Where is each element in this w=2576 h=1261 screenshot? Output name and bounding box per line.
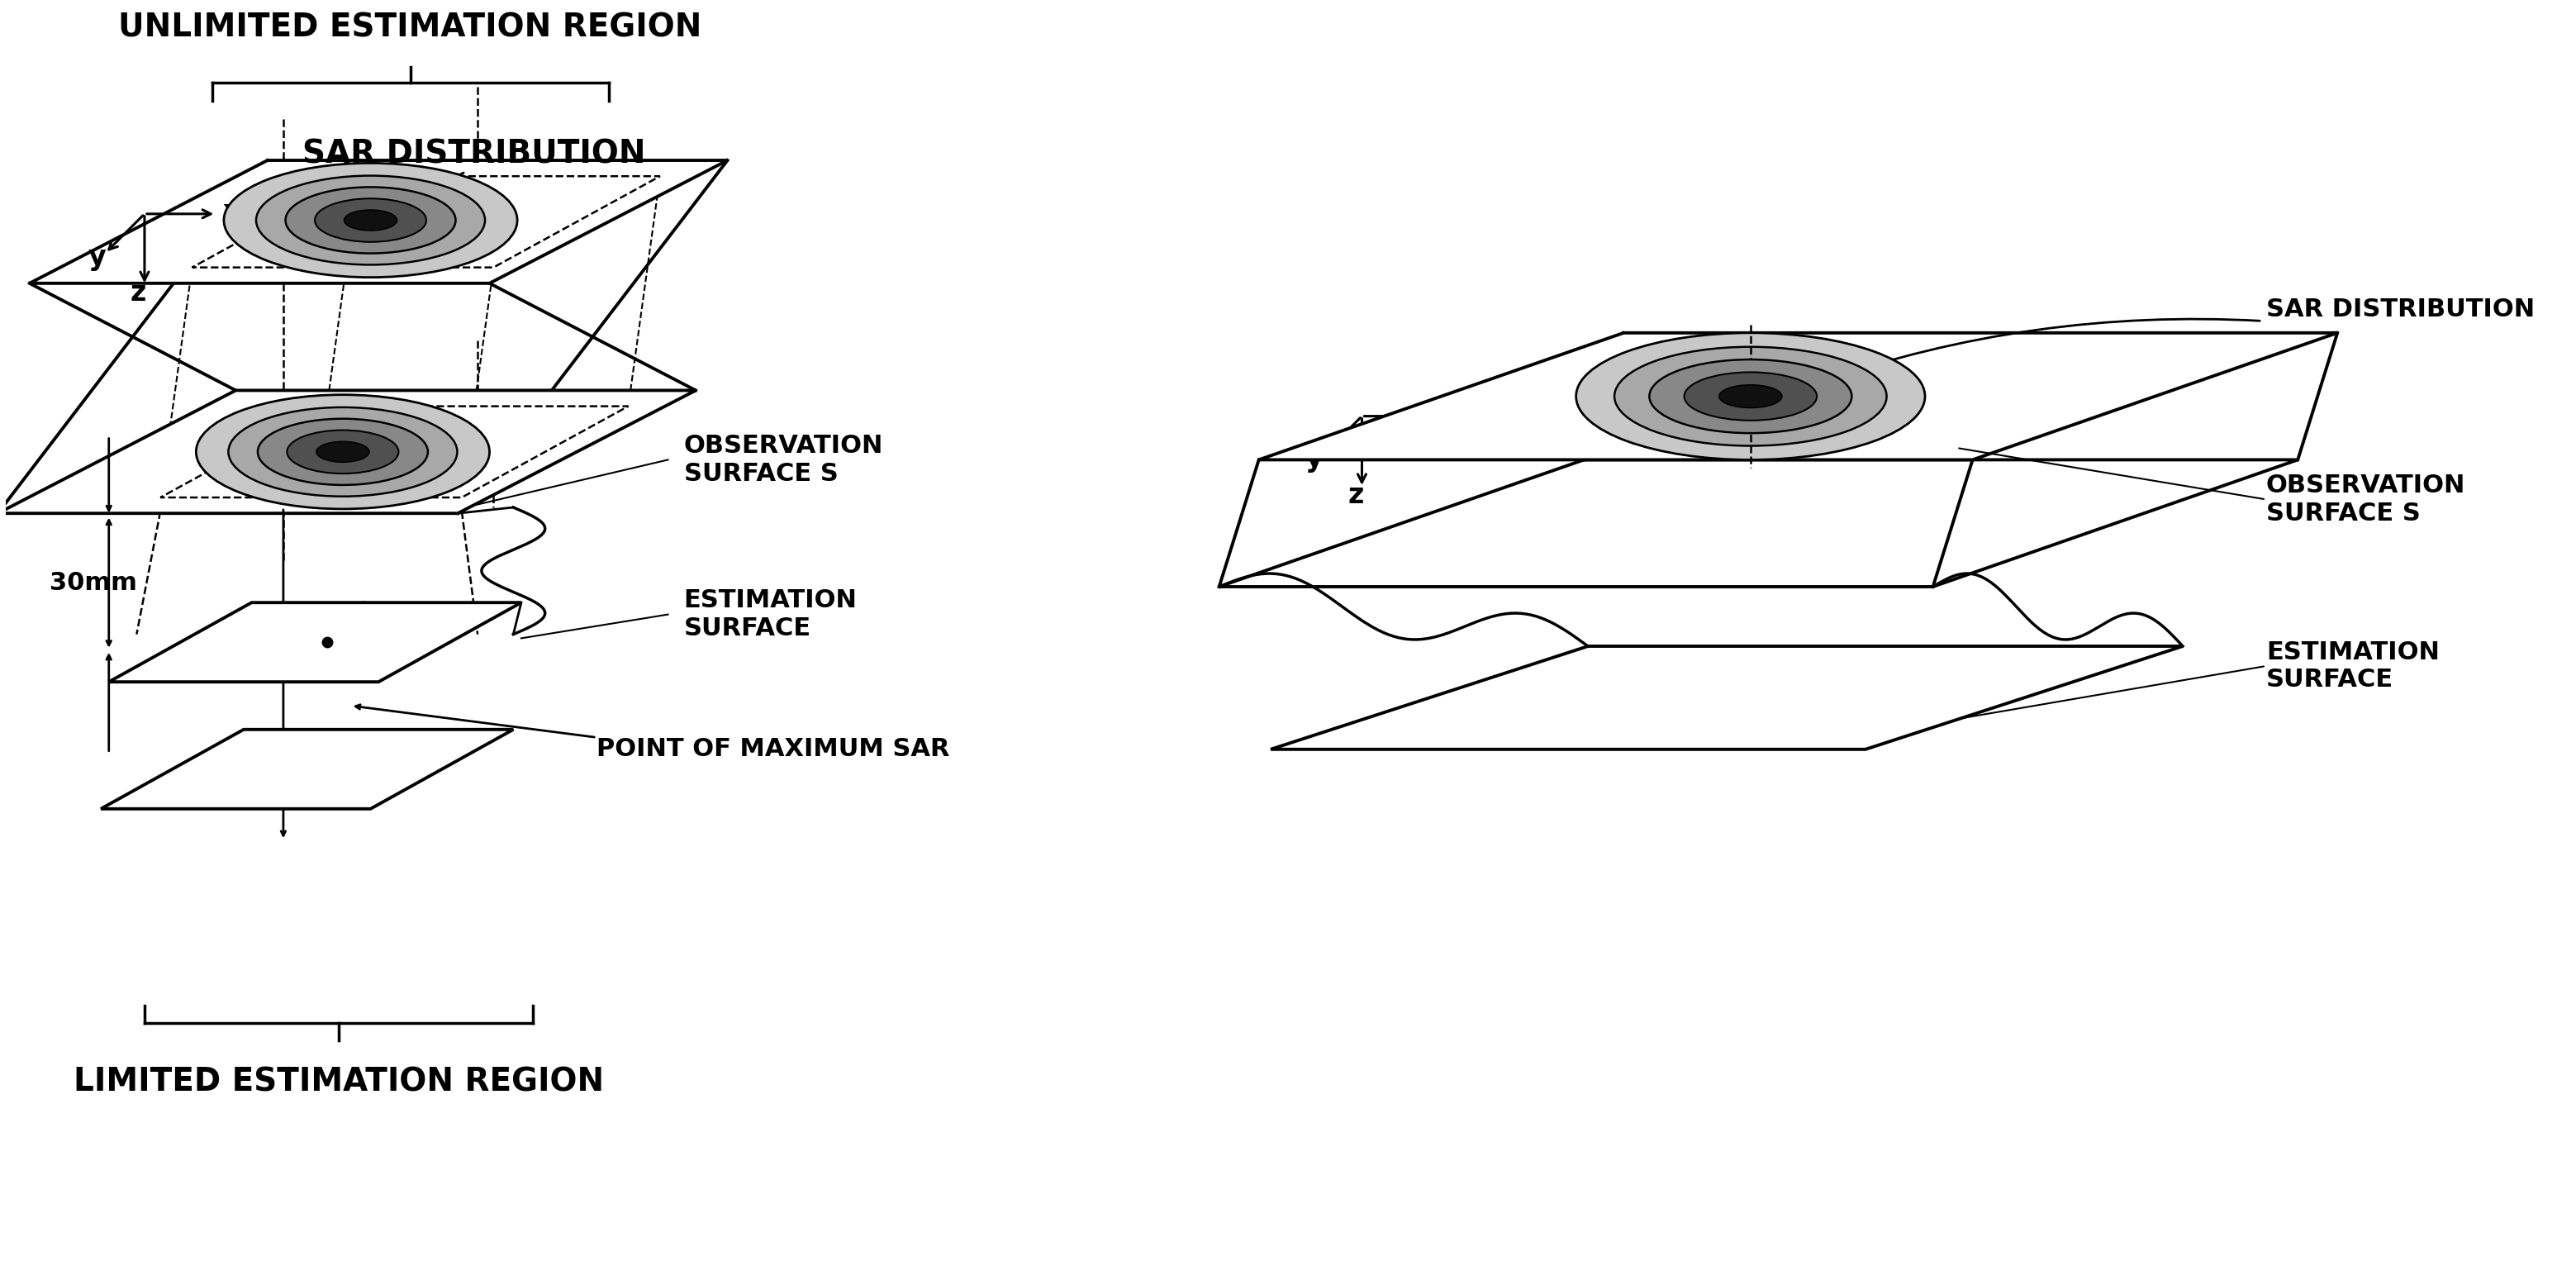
- Ellipse shape: [1615, 347, 1886, 446]
- Ellipse shape: [1649, 359, 1852, 433]
- Ellipse shape: [224, 163, 518, 277]
- Text: UNLIMITED ESTIMATION REGION: UNLIMITED ESTIMATION REGION: [118, 11, 703, 43]
- Ellipse shape: [286, 187, 456, 253]
- Polygon shape: [28, 160, 726, 284]
- Polygon shape: [160, 406, 629, 497]
- Ellipse shape: [1577, 333, 1924, 460]
- Ellipse shape: [255, 175, 484, 265]
- Polygon shape: [1260, 333, 2336, 460]
- Text: OBSERVATION
SURFACE S: OBSERVATION SURFACE S: [683, 434, 884, 485]
- Polygon shape: [1218, 460, 2298, 586]
- Ellipse shape: [1718, 385, 1783, 407]
- Text: SAR DISTRIBUTION: SAR DISTRIBUTION: [301, 139, 647, 170]
- Text: z: z: [1347, 482, 1363, 509]
- Text: ESTIMATION
SURFACE: ESTIMATION SURFACE: [683, 589, 858, 641]
- Polygon shape: [193, 177, 659, 267]
- Ellipse shape: [314, 198, 425, 242]
- Ellipse shape: [345, 209, 397, 231]
- Ellipse shape: [258, 419, 428, 485]
- Ellipse shape: [196, 395, 489, 509]
- Text: ESTIMATION
SURFACE: ESTIMATION SURFACE: [2267, 641, 2439, 692]
- Text: z: z: [131, 280, 147, 306]
- Text: 30mm: 30mm: [49, 571, 137, 595]
- Text: x: x: [1440, 401, 1458, 429]
- Text: POINT OF MAXIMUM SAR: POINT OF MAXIMUM SAR: [598, 738, 951, 762]
- Text: SAR DISTRIBUTION: SAR DISTRIBUTION: [2267, 298, 2535, 322]
- Ellipse shape: [286, 430, 399, 474]
- Polygon shape: [0, 391, 696, 513]
- Ellipse shape: [1685, 372, 1816, 420]
- Text: y: y: [88, 243, 106, 271]
- Polygon shape: [100, 729, 513, 808]
- Text: x: x: [222, 199, 240, 226]
- Text: LIMITED ESTIMATION REGION: LIMITED ESTIMATION REGION: [75, 1067, 605, 1098]
- Ellipse shape: [317, 441, 368, 462]
- Ellipse shape: [229, 407, 459, 497]
- Text: y: y: [1306, 445, 1324, 473]
- Text: OBSERVATION
SURFACE S: OBSERVATION SURFACE S: [2267, 474, 2465, 526]
- Polygon shape: [108, 603, 520, 682]
- Polygon shape: [1270, 646, 2182, 749]
